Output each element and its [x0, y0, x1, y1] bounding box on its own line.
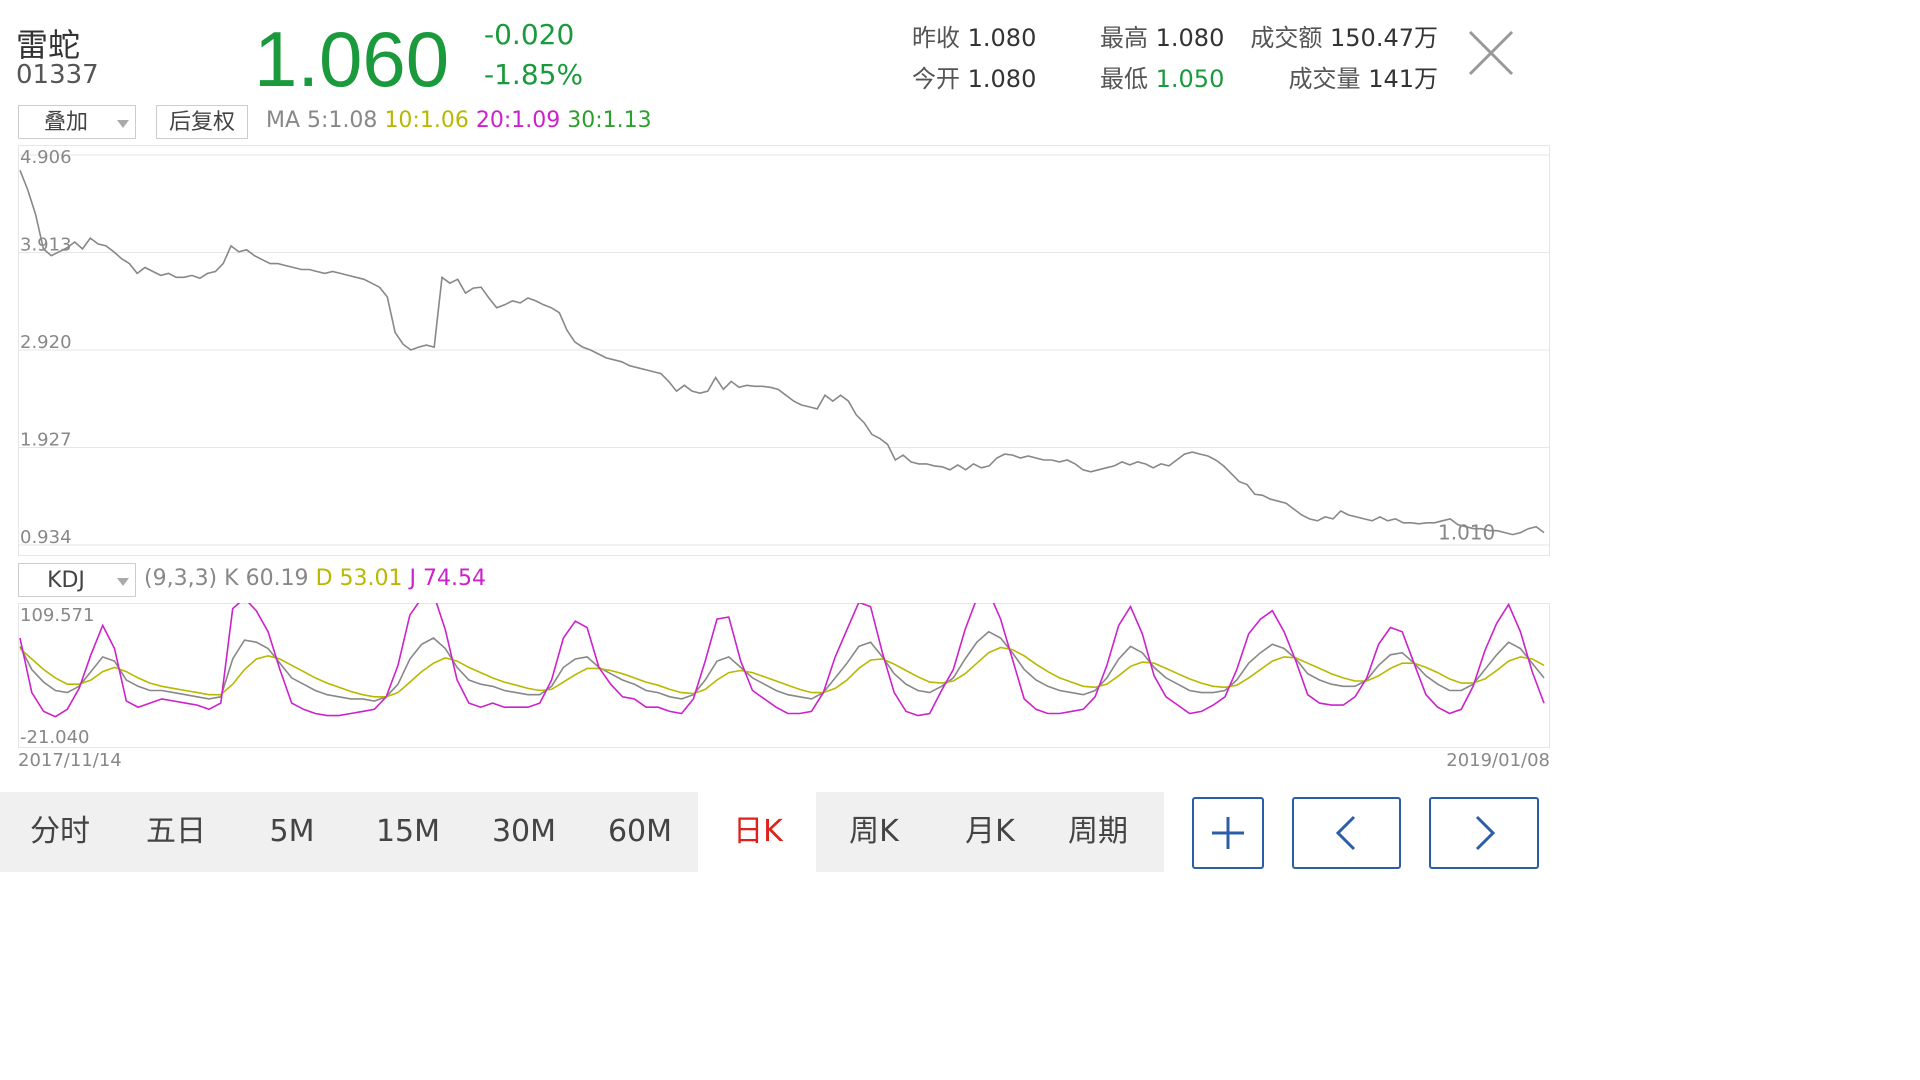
kdj-d-value: D 53.01 — [315, 566, 403, 591]
turnover-label: 成交额 — [1250, 24, 1323, 52]
prev-close: 昨收 1.080 — [912, 18, 1036, 53]
y-tick-label: 4.906 — [20, 147, 72, 168]
stock-name: 雷蛇 — [16, 26, 81, 64]
ma20-value: 20:1.09 — [475, 108, 561, 133]
low: 最低 1.050 — [1100, 59, 1224, 94]
kdj-d-line — [19, 646, 1545, 698]
volume-label: 成交量 — [1288, 65, 1361, 93]
kdj-k-line — [19, 630, 1545, 702]
prev-close-label: 昨收 — [912, 24, 960, 52]
x-axis-end: 2019/01/08 — [1446, 750, 1550, 771]
kdj-j-value: J 74.54 — [409, 566, 486, 591]
chevron-right-icon — [1475, 815, 1496, 851]
plus-icon — [1212, 817, 1244, 849]
tab-6[interactable]: 日K — [733, 814, 783, 849]
chevron-down-icon — [117, 578, 129, 586]
turnover-value: 150.47万 — [1330, 24, 1438, 52]
indicator-select[interactable]: KDJ — [18, 563, 136, 597]
kdj-y-tick-bottom: -21.040 — [20, 727, 89, 748]
y-tick-label: 3.913 — [20, 235, 72, 256]
chevron-left-icon — [1335, 815, 1356, 851]
tab-4[interactable]: 30M — [491, 814, 557, 849]
kdj-legend: (9,3,3) K 60.19 D 53.01 J 74.54 — [144, 566, 486, 591]
tab-7[interactable]: 周K — [849, 814, 899, 849]
ma-legend: MA 5:1.08 10:1.06 20:1.09 30:1.13 — [266, 108, 652, 133]
prev-close-value: 1.080 — [967, 24, 1037, 52]
stock-code: 01337 — [16, 60, 99, 90]
high: 最高 1.080 — [1100, 18, 1224, 53]
close-icon — [1468, 30, 1514, 76]
prev-button[interactable] — [1292, 797, 1401, 869]
tab-8[interactable]: 月K — [965, 814, 1015, 849]
kdj-j-line — [19, 603, 1545, 718]
y-tick-label: 2.920 — [20, 332, 72, 353]
ma5-value: 5:1.08 — [307, 108, 378, 133]
indicator-select-label: KDJ — [47, 568, 85, 593]
chevron-down-icon — [117, 120, 129, 128]
current-price: 1.060 — [254, 15, 450, 103]
low-label: 最低 — [1100, 65, 1148, 93]
period-tab-group-left — [0, 792, 698, 872]
overlay-select-label: 叠加 — [43, 110, 88, 135]
next-button[interactable] — [1429, 797, 1539, 869]
price-annotation: 1.010 — [1438, 521, 1495, 545]
price-chart[interactable]: 4.906 3.913 2.920 1.927 0.934 1.010 — [18, 145, 1550, 556]
kdj-chart[interactable]: 109.571 -21.040 — [18, 603, 1550, 748]
ma30-value: 30:1.13 — [567, 108, 652, 133]
add-button[interactable] — [1192, 797, 1264, 869]
price-change-pct: -1.85% — [484, 58, 584, 91]
price-line — [19, 170, 1545, 536]
tab-2[interactable]: 5M — [269, 814, 315, 849]
high-label: 最高 — [1100, 24, 1148, 52]
volume: 成交量 141万 — [1289, 59, 1438, 94]
y-tick-label: 1.927 — [20, 430, 72, 451]
kdj-y-tick-top: 109.571 — [20, 605, 94, 626]
high-value: 1.080 — [1155, 24, 1225, 52]
tab-1[interactable]: 五日 — [146, 814, 206, 849]
close-button[interactable] — [1466, 28, 1516, 78]
kdj-frame — [18, 603, 1550, 748]
price-change: -0.020 — [484, 18, 575, 51]
y-tick-label: 0.934 — [20, 527, 72, 548]
tab-3[interactable]: 15M — [375, 814, 441, 849]
volume-value: 141万 — [1368, 65, 1438, 93]
tab-5[interactable]: 60M — [607, 814, 673, 849]
tab-9[interactable]: 周期 — [1068, 814, 1128, 849]
adjust-button[interactable]: 后复权 — [156, 105, 248, 139]
kdj-params: (9,3,3) — [144, 566, 218, 591]
open-value: 1.080 — [967, 65, 1037, 93]
open-label: 今开 — [912, 65, 960, 93]
kdj-k-value: K 60.19 — [224, 566, 309, 591]
tab-0[interactable]: 分时 — [30, 814, 90, 849]
low-value: 1.050 — [1155, 65, 1225, 93]
overlay-select[interactable]: 叠加 — [18, 105, 136, 139]
ma-label: MA — [266, 108, 301, 133]
period-tab-group-right — [816, 792, 1164, 872]
ma10-value: 10:1.06 — [384, 108, 469, 133]
x-axis-start: 2017/11/14 — [18, 750, 122, 771]
turnover: 成交额 150.47万 — [1250, 18, 1438, 53]
open: 今开 1.080 — [912, 59, 1036, 94]
